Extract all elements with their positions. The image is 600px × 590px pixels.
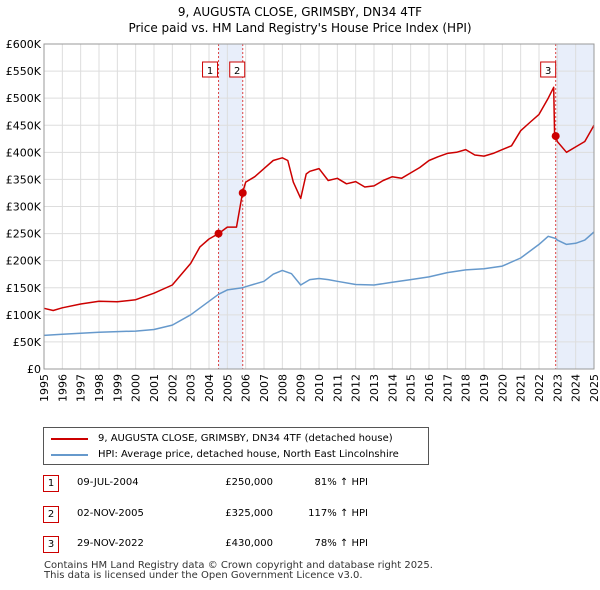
x-tick-label: 2004 (203, 374, 216, 402)
sale-date: 29-NOV-2022 (77, 538, 144, 549)
footer-copyright: Contains HM Land Registry data © Crown c… (44, 560, 433, 571)
y-tick-label: £300K (6, 201, 42, 214)
sale-number-box (229, 61, 246, 78)
x-tick-label: 2008 (276, 374, 289, 402)
x-tick-label: 2014 (386, 374, 399, 402)
y-tick-label: £150K (6, 282, 42, 295)
title-line-2: Price paid vs. HM Land Registry's House … (128, 21, 472, 35)
y-tick-label: £550K (6, 65, 42, 78)
y-tick-label: £0 (27, 363, 41, 376)
price-chart: £0 £50K £100K £150K £200K £250K £300K £350K £400… (6, 38, 600, 402)
sale-point (551, 132, 560, 141)
sale-point (238, 188, 247, 197)
sale-number-label: 3 (545, 66, 551, 77)
x-tick-label: 2013 (368, 374, 381, 402)
x-tick-label: 1996 (56, 374, 69, 402)
sale-number-badge: 3 (43, 536, 59, 553)
x-tick-label: 2017 (441, 374, 454, 402)
sale-date: 09-JUL-2004 (77, 477, 139, 488)
sale-row: 3 29-NOV-2022 £430,000 78% ↑ HPI (43, 536, 403, 554)
legend-item-hpi: HPI: Average price, detached house, Nort… (51, 449, 399, 460)
legend-label-hpi: HPI: Average price, detached house, Nort… (98, 449, 399, 460)
sale-price: £325,000 (225, 508, 273, 519)
y-tick-label: £100K (6, 309, 42, 322)
y-tick-label: £400K (6, 146, 42, 159)
legend-swatch-property (51, 437, 88, 440)
x-tick-label: 2025 (588, 374, 600, 402)
x-tick-label: 2011 (331, 374, 344, 402)
sale-hpi-change: 117% ↑ HPI (308, 508, 368, 519)
y-tick-label: £250K (6, 228, 42, 241)
legend-label-property: 9, AUGUSTA CLOSE, GRIMSBY, DN34 4TF (det… (98, 433, 393, 444)
chart-title: 9, AUGUSTA CLOSE, GRIMSBY, DN34 4TF Pric… (0, 4, 600, 36)
y-tick-label: £350K (6, 173, 42, 186)
footer-licence: This data is licensed under the Open Gov… (44, 570, 363, 581)
legend: 9, AUGUSTA CLOSE, GRIMSBY, DN34 4TF (det… (43, 427, 429, 465)
y-tick-label: £200K (6, 255, 42, 268)
x-tick-label: 2020 (496, 374, 509, 402)
x-tick-label: 1995 (38, 374, 51, 402)
sale-number-label: 2 (234, 66, 240, 77)
sale-hpi-change: 81% ↑ HPI (314, 477, 368, 488)
x-tick-label: 2012 (350, 374, 363, 402)
title-line-1: 9, AUGUSTA CLOSE, GRIMSBY, DN34 4TF (177, 5, 423, 19)
sale-number-badge: 1 (43, 475, 59, 492)
hpi-line (43, 231, 595, 337)
sale-row: 2 02-NOV-2005 £325,000 117% ↑ HPI (43, 506, 403, 524)
x-tick-label: 2019 (478, 374, 491, 402)
sale-price: £430,000 (225, 538, 273, 549)
legend-item-property: 9, AUGUSTA CLOSE, GRIMSBY, DN34 4TF (det… (51, 433, 393, 444)
x-tick-label: 2007 (258, 374, 271, 402)
x-tick-label: 2010 (313, 374, 326, 402)
x-tick-label: 2024 (570, 374, 583, 402)
x-tick-label: 2002 (166, 374, 179, 402)
sale-date: 02-NOV-2005 (77, 508, 144, 519)
x-tick-label: 2000 (130, 374, 143, 402)
y-tick-label: £450K (6, 119, 42, 132)
sale-hpi-change: 78% ↑ HPI (314, 538, 368, 549)
x-tick-label: 2006 (240, 374, 253, 402)
sale-number-box (202, 61, 219, 78)
sale-number-badge: 2 (43, 506, 59, 523)
x-tick-label: 2003 (185, 374, 198, 402)
x-tick-label: 2018 (460, 374, 473, 402)
y-tick-label: £500K (6, 92, 42, 105)
x-tick-label: 2016 (423, 374, 436, 402)
sale-row: 1 09-JUL-2004 £250,000 81% ↑ HPI (43, 475, 403, 493)
x-tick-label: 1997 (75, 374, 88, 402)
sale-price: £250,000 (225, 477, 273, 488)
property-price-line (43, 86, 595, 312)
x-tick-label: 2001 (148, 374, 161, 402)
plot-frame (43, 43, 595, 370)
x-tick-label: 2022 (533, 374, 546, 402)
x-tick-label: 2021 (515, 374, 528, 402)
footer: Contains HM Land Registry data © Crown c… (44, 561, 433, 581)
x-tick-label: 2009 (295, 374, 308, 402)
y-tick-label: £600K (6, 38, 42, 51)
x-tick-label: 1998 (93, 374, 106, 402)
x-tick-label: 1999 (111, 374, 124, 402)
x-tick-label: 2023 (551, 374, 564, 402)
sale-number-box (540, 61, 557, 78)
legend-swatch-hpi (51, 453, 88, 456)
sale-number-label: 1 (207, 66, 213, 77)
y-tick-label: £50K (13, 336, 42, 349)
sale-point (214, 229, 223, 238)
x-tick-label: 2015 (405, 374, 418, 402)
x-tick-label: 2005 (221, 374, 234, 402)
